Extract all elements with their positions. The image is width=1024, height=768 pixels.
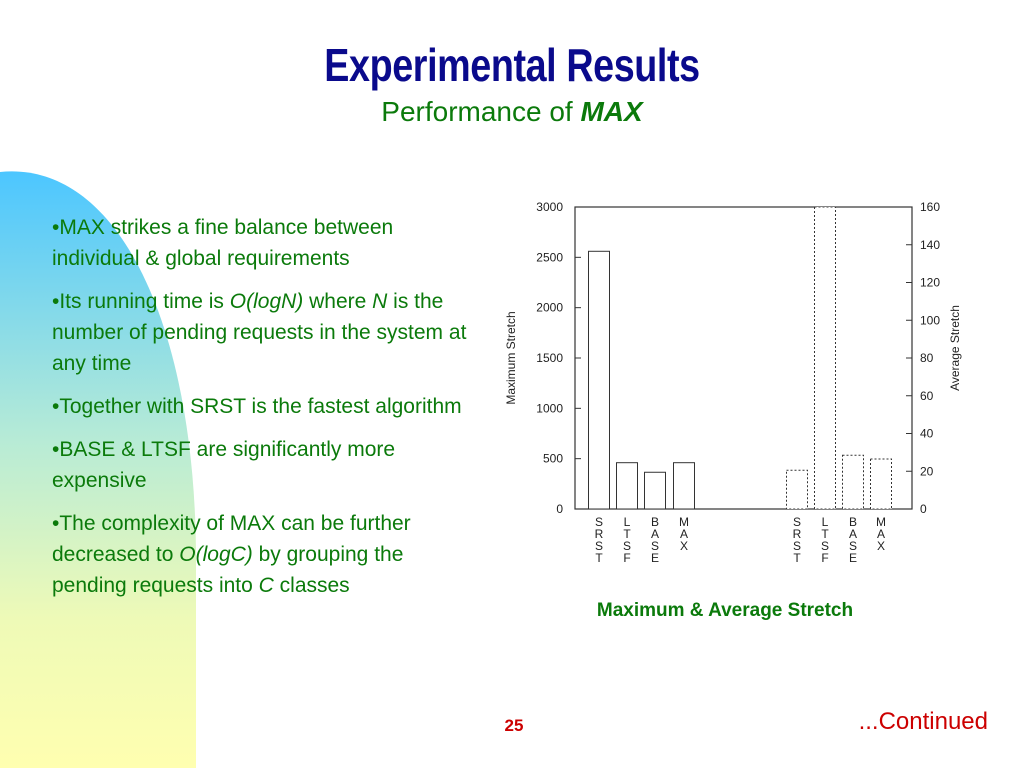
bar-base-average	[842, 454, 864, 510]
subtitle-prefix: Performance of	[381, 96, 573, 127]
left-tick-label: 500	[543, 452, 563, 466]
category-label-letter: S	[651, 539, 659, 553]
category-label-letter: L	[822, 515, 829, 529]
bullet-text: •The complexity of MAX can be further de…	[52, 512, 411, 566]
left-tick-label: 1500	[536, 351, 563, 365]
bullet-math-term: N	[372, 290, 388, 313]
category-label-letter: E	[849, 551, 857, 565]
bullet-text: where	[303, 290, 373, 313]
category-label-letter: S	[793, 515, 801, 529]
right-tick-label: 40	[920, 427, 934, 441]
category-label-letter: S	[821, 539, 829, 553]
left-axis-label: Maximum Stretch	[504, 311, 518, 404]
bullet-text: by grouping the pending requests into	[52, 543, 404, 597]
bullet-math-term: O(logN)	[229, 290, 304, 313]
category-label-letter: A	[877, 527, 885, 541]
bullet-item: •The complexity of MAX can be further de…	[52, 508, 482, 601]
category-label-letter: S	[849, 539, 857, 553]
bullet-text: is the number of pending requests in the…	[52, 290, 467, 375]
category-label-letter: R	[595, 527, 604, 541]
right-tick-label: 20	[920, 464, 934, 478]
category-label-letter: A	[680, 527, 688, 541]
left-tick-label: 0	[556, 502, 563, 516]
category-label-letter: R	[793, 527, 802, 541]
category-label-letter: T	[623, 527, 631, 541]
bar-srst-average	[786, 469, 808, 510]
page-number: 25	[504, 716, 524, 735]
bullet-item: •BASE & LTSF are significantly more expe…	[52, 434, 482, 496]
category-label-letter: T	[821, 527, 829, 541]
bar-ltsf-average	[814, 206, 836, 510]
category-label-letter: L	[624, 515, 631, 529]
left-tick-label: 2000	[536, 301, 563, 315]
right-tick-label: 60	[920, 389, 934, 403]
right-tick-label: 80	[920, 351, 934, 365]
left-tick-label: 2500	[536, 250, 563, 264]
bar-max-average	[870, 458, 892, 510]
bullet-text: •MAX strikes a fine balance between indi…	[52, 216, 394, 270]
category-label-letter: S	[595, 539, 603, 553]
bar-srst-maximum	[588, 250, 610, 510]
stretch-bar-chart: 0 500 1000 1500 2000 2500 3000 0 20 40 60 80 100 120 1…	[504, 200, 962, 565]
slide-title: Experimental Results	[324, 39, 700, 91]
right-tick-label: 100	[920, 313, 940, 327]
right-tick-label: 0	[920, 502, 927, 516]
category-label-letter: A	[849, 527, 857, 541]
category-label-letter: S	[793, 539, 801, 553]
bullet-text: •Together with SRST is the fastest algor…	[52, 395, 462, 418]
category-label-letter: X	[877, 539, 885, 553]
bullet-list: •MAX strikes a fine balance between indi…	[52, 212, 482, 613]
category-label-letter: T	[793, 551, 801, 565]
category-label-letter: S	[595, 515, 603, 529]
category-label-letter: M	[679, 515, 689, 529]
category-label-letter: E	[651, 551, 659, 565]
left-tick-label: 3000	[536, 200, 563, 214]
chart-caption: Maximum & Average Stretch	[596, 600, 854, 621]
category-label-letter: S	[623, 539, 631, 553]
category-label-letter: T	[595, 551, 603, 565]
category-label-letter: B	[651, 515, 659, 529]
bullet-text: classes	[273, 574, 350, 597]
bullet-text: •BASE & LTSF are significantly more expe…	[52, 438, 396, 492]
slide-subtitle: Performance of MAX	[0, 96, 1024, 128]
category-label-letter: M	[876, 515, 886, 529]
subtitle-emphasis: MAX	[580, 96, 643, 127]
bullet-item: •Together with SRST is the fastest algor…	[52, 391, 482, 422]
bullet-text: •Its running time is	[52, 290, 230, 313]
category-label-letter: F	[821, 551, 828, 565]
bar-base-maximum	[644, 471, 666, 510]
bar-ltsf-maximum	[616, 462, 638, 510]
left-tick-label: 1000	[536, 401, 563, 415]
right-tick-label: 140	[920, 238, 940, 252]
right-tick-label: 160	[920, 200, 940, 214]
category-label-letter: B	[849, 515, 857, 529]
right-axis-label: Average Stretch	[948, 305, 962, 391]
continued-label: ...Continued	[858, 708, 988, 735]
bar-max-maximum	[673, 462, 695, 510]
bullet-math-term: O(logC)	[179, 543, 253, 566]
right-tick-label: 120	[920, 276, 940, 290]
category-label-letter: A	[651, 527, 659, 541]
bullet-item: •Its running time is O(logN) where N is …	[52, 286, 482, 379]
category-label-letter: X	[680, 539, 688, 553]
bullet-item: •MAX strikes a fine balance between indi…	[52, 212, 482, 274]
category-label-letter: F	[623, 551, 630, 565]
bullet-math-term: C	[258, 574, 274, 597]
